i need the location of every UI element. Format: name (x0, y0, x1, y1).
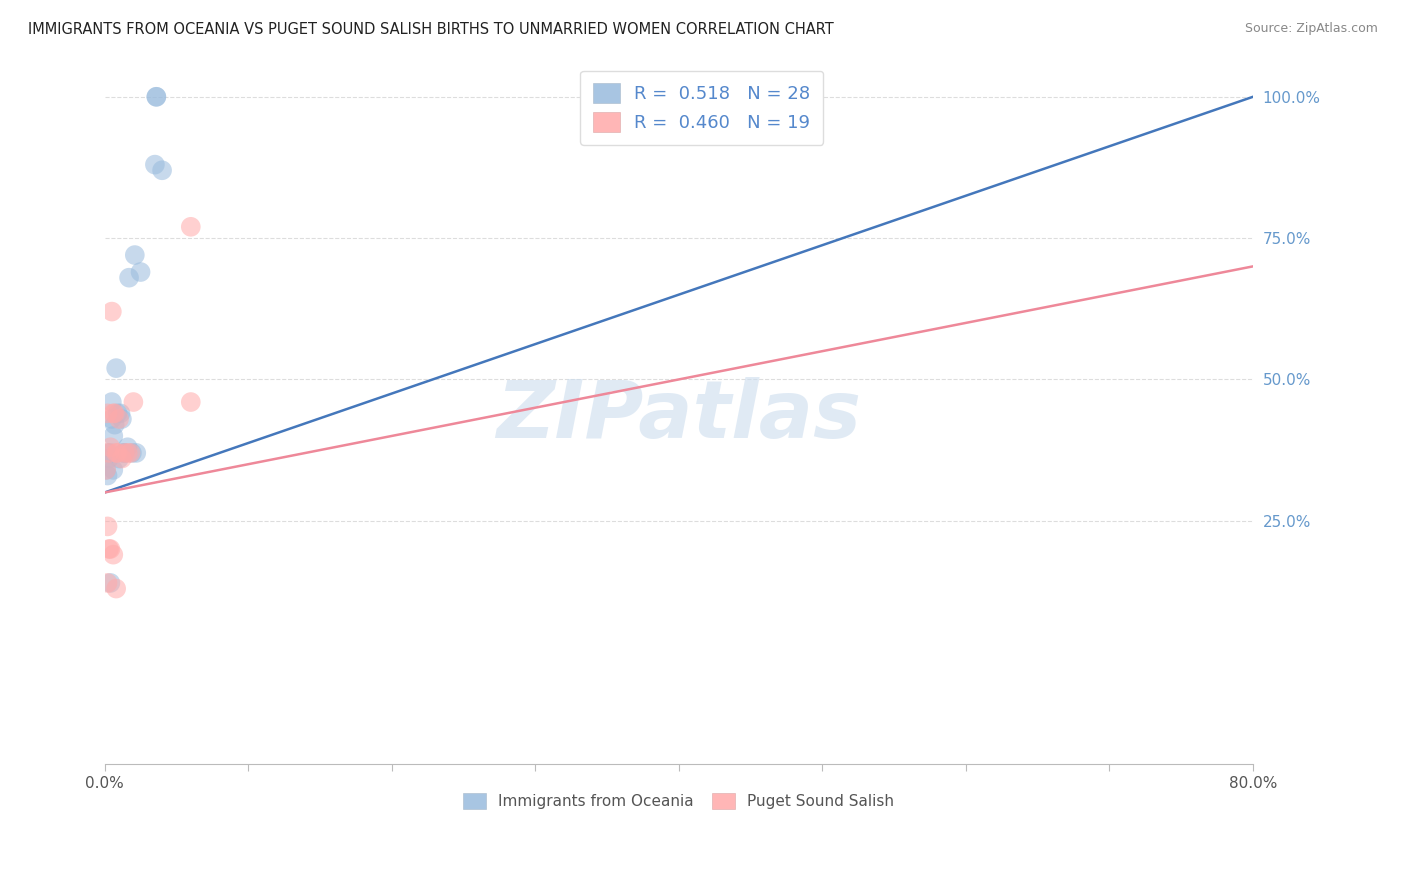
Point (94, 463, 117, 477)
Text: ZIPatlas: ZIPatlas (496, 377, 862, 455)
Point (96, 446, 118, 460)
Point (108, 412, 131, 426)
Point (180, 219, 202, 234)
Point (100, 576, 122, 591)
Point (143, 158, 166, 172)
Point (104, 417, 127, 432)
Text: Source: ZipAtlas.com: Source: ZipAtlas.com (1244, 22, 1378, 36)
Point (107, 446, 129, 460)
Point (108, 451, 131, 466)
Point (124, 248, 146, 262)
Point (114, 446, 136, 460)
Point (94, 463, 117, 477)
Point (96, 406, 118, 420)
Point (122, 395, 145, 409)
Point (120, 446, 142, 460)
Text: IMMIGRANTS FROM OCEANIA VS PUGET SOUND SALISH BIRTHS TO UNMARRIED WOMEN CORRELAT: IMMIGRANTS FROM OCEANIA VS PUGET SOUND S… (28, 22, 834, 37)
Point (100, 446, 122, 460)
Point (117, 446, 139, 460)
Point (96, 519, 118, 533)
Point (101, 304, 124, 318)
Point (103, 548, 125, 562)
Point (104, 406, 127, 420)
Point (105, 582, 128, 596)
Point (103, 429, 125, 443)
Point (103, 406, 125, 420)
Point (125, 446, 148, 460)
Point (110, 406, 132, 420)
Point (105, 446, 128, 460)
Point (145, 90, 167, 104)
Point (105, 361, 128, 376)
Point (121, 446, 143, 460)
Point (98, 446, 121, 460)
Point (98, 541, 121, 556)
Point (180, 395, 202, 409)
Point (145, 90, 167, 104)
Point (150, 163, 173, 178)
Point (117, 440, 139, 454)
Point (111, 451, 134, 466)
Legend: Immigrants from Oceania, Puget Sound Salish: Immigrants from Oceania, Puget Sound Sal… (457, 787, 901, 815)
Point (129, 265, 152, 279)
Point (96, 576, 118, 591)
Point (101, 412, 124, 426)
Point (101, 395, 124, 409)
Point (103, 463, 125, 477)
Point (111, 412, 134, 426)
Point (100, 541, 122, 556)
Point (114, 446, 136, 460)
Point (112, 446, 135, 460)
Point (118, 270, 141, 285)
Point (100, 440, 122, 454)
Point (98, 451, 121, 466)
Point (96, 468, 118, 483)
Point (107, 406, 129, 420)
